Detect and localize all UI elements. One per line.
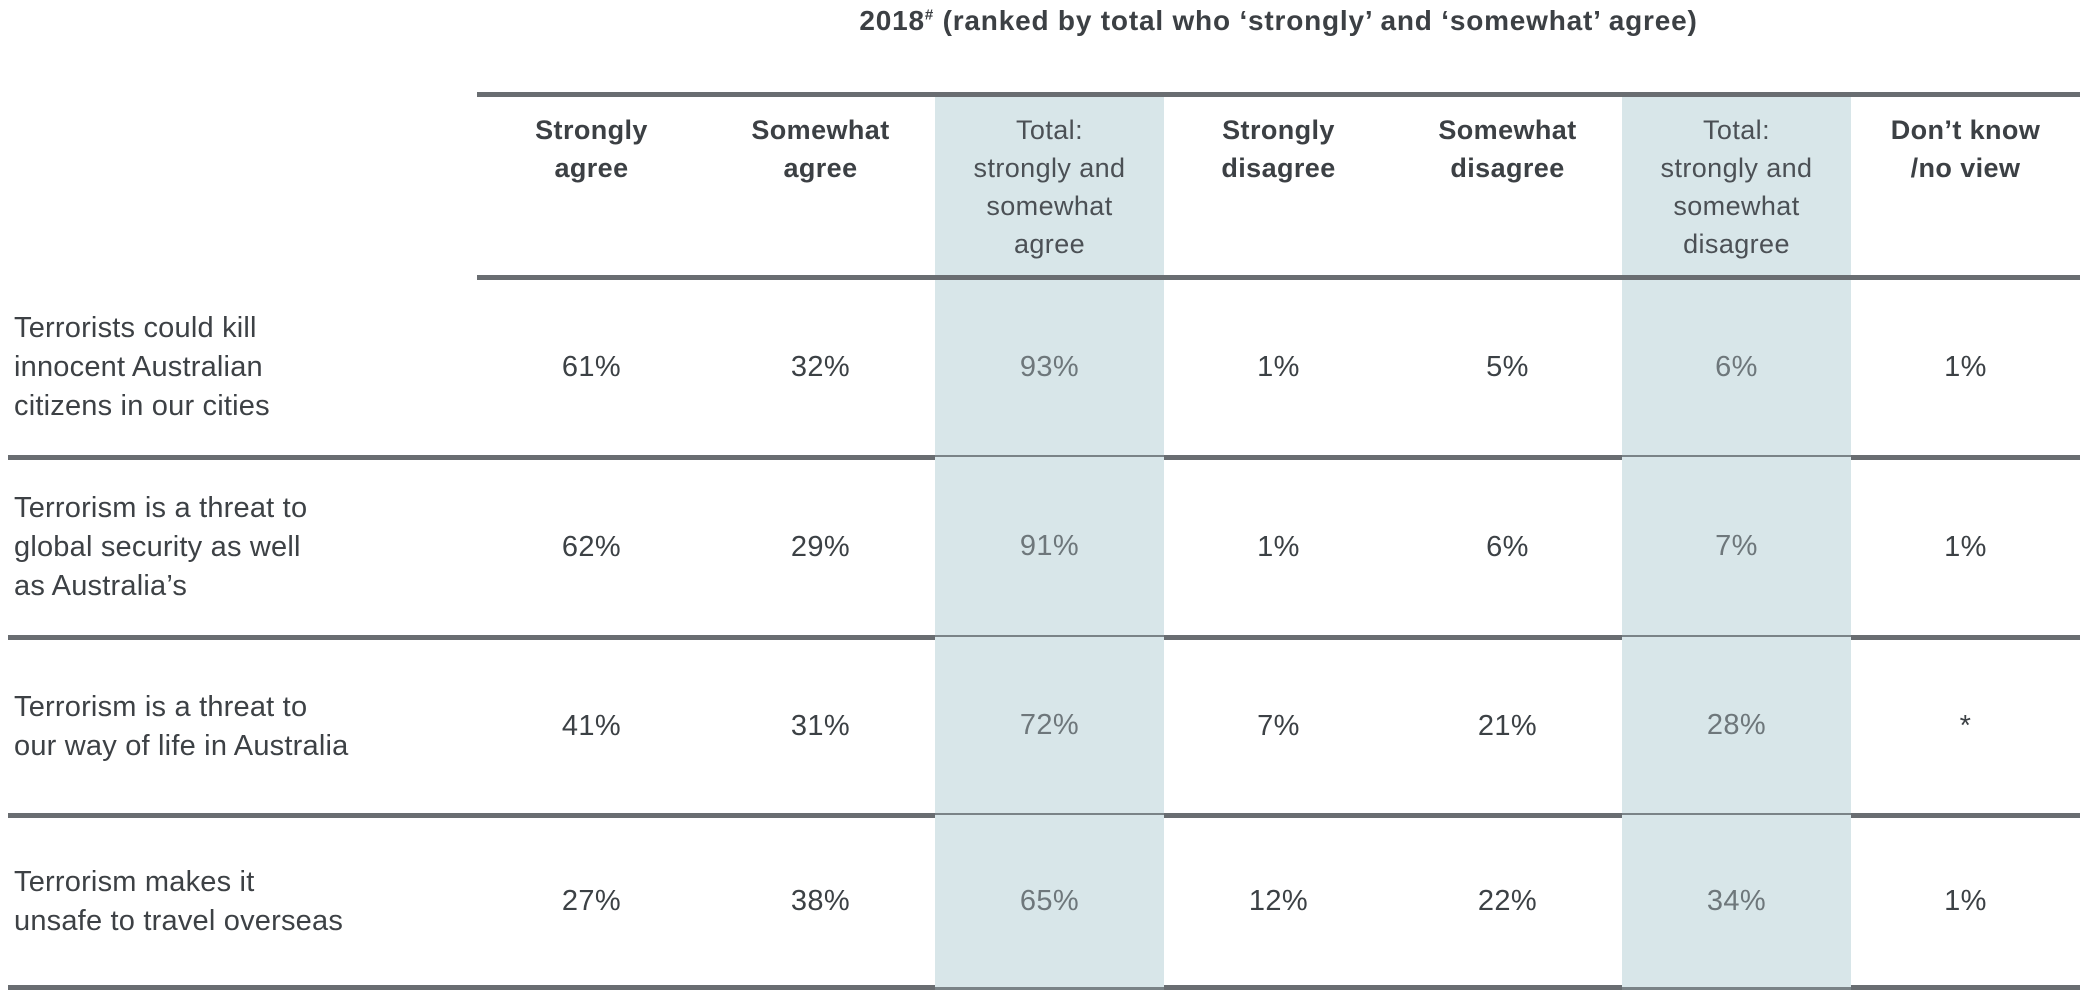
table-row-unsafe-travel: Terrorism makes it unsafe to travel over… bbox=[8, 813, 2080, 990]
title-superscript: # bbox=[924, 6, 935, 24]
row-label: Terrorism makes it unsafe to travel over… bbox=[8, 813, 477, 990]
table-title: 2018# (ranked by total who ‘strongly’ an… bbox=[477, 5, 2080, 37]
value-cell: 5% bbox=[1486, 351, 1529, 383]
header-strongly-disagree: Strongly disagree bbox=[1164, 92, 1393, 280]
row-label: Terrorists could kill innocent Australia… bbox=[14, 312, 270, 422]
table-row-threat-way-of-life: Terrorism is a threat to our way of life… bbox=[8, 635, 2080, 813]
value-cell-total-disagree: 7% bbox=[1622, 455, 1851, 635]
header-total-disagree: Total: strongly and somewhat disagree bbox=[1622, 92, 1851, 280]
value-cell-total-agree: 93% bbox=[935, 280, 1164, 455]
header-total-agree: Total: strongly and somewhat agree bbox=[935, 92, 1164, 280]
value-cell-total-disagree: 34% bbox=[1622, 813, 1851, 990]
corner-cell bbox=[8, 92, 477, 280]
value-cell: 1% bbox=[1851, 455, 2080, 635]
survey-table: Strongly agree Somewhat agree Total: str… bbox=[8, 92, 2080, 990]
value-cell: 31% bbox=[706, 635, 935, 813]
value-cell-total-disagree: 6% bbox=[1622, 280, 1851, 455]
row-label: Terrorism is a threat to global security… bbox=[8, 455, 477, 635]
title-year: 2018 bbox=[859, 5, 925, 36]
value-cell: 1% bbox=[1851, 813, 2080, 990]
value-cell: 29% bbox=[706, 455, 935, 635]
value-cell: 61% bbox=[561, 351, 622, 383]
value-cell-asterisk: * bbox=[1851, 635, 2080, 813]
header-row: Strongly agree Somewhat agree Total: str… bbox=[8, 92, 2080, 280]
value-cell: 22% bbox=[1393, 813, 1622, 990]
value-cell: 21% bbox=[1393, 635, 1622, 813]
value-cell: 32% bbox=[790, 351, 851, 383]
value-cell-total-agree: 72% bbox=[935, 635, 1164, 813]
row-label: Terrorism is a threat to our way of life… bbox=[8, 635, 477, 813]
value-cell: 1% bbox=[1944, 351, 1987, 383]
value-cell: 38% bbox=[706, 813, 935, 990]
value-cell: 7% bbox=[1164, 635, 1393, 813]
value-cell-total-agree: 91% bbox=[935, 455, 1164, 635]
table-row-terrorists-could-kill: Terrorists could kill innocent Australia… bbox=[8, 280, 2080, 455]
table-row-threat-global-security: Terrorism is a threat to global security… bbox=[8, 455, 2080, 635]
header-dont-know: Don’t know /no view bbox=[1851, 92, 2080, 280]
title-rest: (ranked by total who ‘strongly’ and ‘som… bbox=[934, 5, 1698, 36]
value-cell: 27% bbox=[477, 813, 706, 990]
header-somewhat-disagree: Somewhat disagree bbox=[1393, 92, 1622, 280]
value-cell: 1% bbox=[1164, 455, 1393, 635]
value-cell: 12% bbox=[1164, 813, 1393, 990]
value-cell-total-disagree: 28% bbox=[1622, 635, 1851, 813]
value-cell: 1% bbox=[1257, 351, 1300, 383]
header-somewhat-agree: Somewhat agree bbox=[706, 92, 935, 280]
value-cell: 62% bbox=[477, 455, 706, 635]
value-cell-total-agree: 65% bbox=[935, 813, 1164, 990]
value-cell: 41% bbox=[477, 635, 706, 813]
header-strongly-agree: Strongly agree bbox=[477, 92, 706, 280]
value-cell: 6% bbox=[1393, 455, 1622, 635]
